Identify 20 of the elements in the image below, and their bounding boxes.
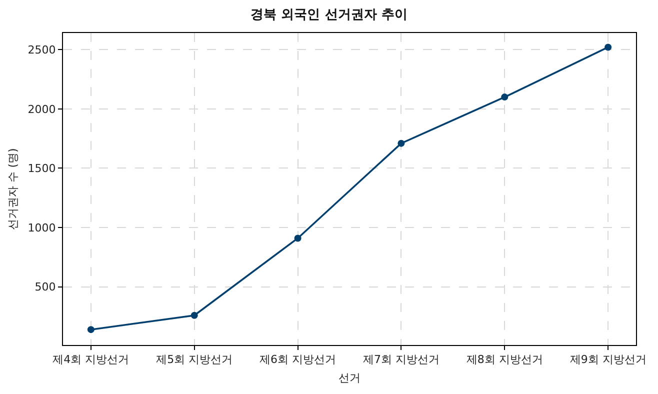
point: [501, 94, 508, 101]
point: [294, 234, 302, 242]
point: [398, 140, 405, 147]
y-tick-label: 1500: [28, 162, 56, 176]
x-tick-label: 제5회 지방선거: [156, 353, 233, 366]
x-tick-label: 제6회 지방선거: [260, 353, 336, 366]
y-axis-title: 선거권자 수 (명): [6, 148, 20, 230]
x-tick-label: 제9회 지방선거: [570, 353, 646, 366]
y-tick-label: 2000: [28, 102, 56, 116]
point: [604, 44, 612, 51]
x-tick-label: 제4회 지방선거: [52, 353, 130, 366]
y-tick-label: 500: [34, 280, 56, 294]
y-tick-label: 2500: [28, 43, 56, 56]
x-tick-label: 제8회 지방선거: [466, 353, 543, 366]
chart-title: 경북 외국인 선거권자 추이: [250, 7, 408, 22]
point: [87, 326, 94, 334]
x-tick-label: 제7회 지방선거: [362, 353, 440, 366]
x-axis-title: 선거: [338, 371, 360, 384]
point: [190, 312, 198, 319]
y-tick-label: 1000: [28, 221, 56, 234]
